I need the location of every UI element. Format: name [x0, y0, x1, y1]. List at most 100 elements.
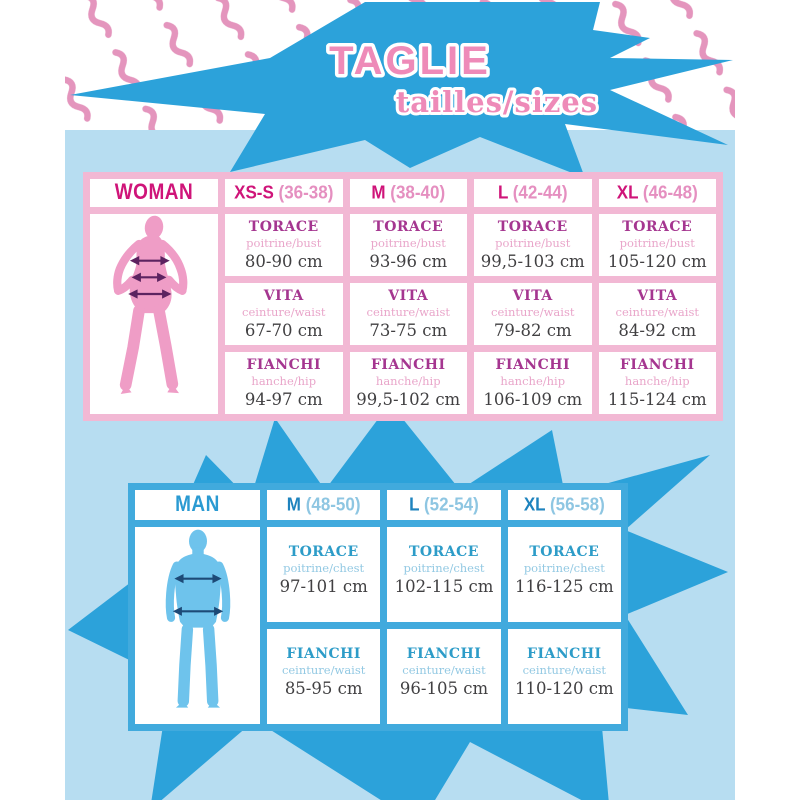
row-sublabel: hanche/hip: [624, 374, 690, 388]
woman-silhouette-icon: [113, 215, 188, 394]
size-range: (38-40): [390, 182, 446, 203]
measurement-value: 80-90 cm: [244, 252, 323, 271]
man-cell-torace-m: TORACE poitrine/chest 97-101 cm: [267, 527, 381, 622]
woman-cell-fianchi-m: FIANCHI hanche/hip 99,5-102 cm: [349, 352, 467, 414]
row-label: FIANCHI: [495, 357, 571, 373]
size-name: XL: [616, 182, 639, 203]
measurement-value: 99,5-102 cm: [356, 390, 461, 409]
measurement-value: 93-96 cm: [369, 252, 448, 271]
size-range: (56-58): [550, 494, 605, 515]
measurement-value: 116-125 cm: [514, 577, 614, 596]
size-name: L: [497, 182, 509, 203]
row-sublabel: ceinture/waist: [366, 305, 450, 319]
man-cell-fianchi-m: FIANCHI ceinture/waist 85-95 cm: [267, 629, 381, 724]
row-sublabel: poitrine/bust: [246, 236, 322, 250]
man-cell-fianchi-l: FIANCHI ceinture/waist 96-105 cm: [387, 629, 501, 724]
measurement-value: 105-120 cm: [607, 252, 707, 271]
woman-cell-vita-xss: VITA ceinture/waist 67-70 cm: [225, 283, 343, 345]
woman-cell-fianchi-l: FIANCHI hanche/hip 106-109 cm: [474, 352, 592, 414]
woman-cell-torace-m: TORACE poitrine/bust 93-96 cm: [349, 214, 467, 276]
man-label: MAN: [175, 492, 220, 517]
measurement-arrows: [172, 573, 223, 616]
woman-cell-vita-xl: VITA ceinture/waist 84-92 cm: [598, 283, 716, 345]
measurement-value: 84-92 cm: [618, 321, 697, 340]
size-name: XL: [523, 494, 546, 515]
woman-cell-vita-l: VITA ceinture/waist 79-82 cm: [474, 283, 592, 345]
measurement-value: 102-115 cm: [394, 577, 494, 596]
row-label: TORACE: [497, 219, 568, 235]
woman-size-header-l: L (42-44): [474, 179, 592, 207]
squiggle-pattern-band: [65, 0, 735, 130]
row-label: FIANCHI: [246, 357, 322, 373]
woman-table-header: WOMAN: [90, 179, 218, 207]
content-area: TAGLIE tailles/sizes WOMAN XS-S (36-38) …: [65, 0, 735, 800]
measurement-value: 97-101 cm: [279, 577, 368, 596]
woman-cell-torace-xss: TORACE poitrine/bust 80-90 cm: [225, 214, 343, 276]
woman-cell-fianchi-xss: FIANCHI hanche/hip 94-97 cm: [225, 352, 343, 414]
measurement-value: 67-70 cm: [244, 321, 323, 340]
row-label: FIANCHI: [619, 357, 695, 373]
measurement-value: 99,5-103 cm: [480, 252, 585, 271]
man-table-header: MAN: [135, 490, 260, 520]
woman-size-header-xss: XS-S (36-38): [225, 179, 343, 207]
man-figure-cell: [135, 527, 260, 724]
row-label: VITA: [637, 288, 678, 304]
row-label: TORACE: [373, 219, 444, 235]
man-size-header-xl: XL (56-58): [507, 490, 621, 520]
row-label: TORACE: [529, 544, 600, 560]
man-size-header-m: M (48-50): [267, 490, 381, 520]
woman-size-header-xl: XL (46-48): [598, 179, 716, 207]
woman-cell-fianchi-xl: FIANCHI hanche/hip 115-124 cm: [598, 352, 716, 414]
woman-label: WOMAN: [114, 180, 194, 205]
man-size-header-l: L (52-54): [387, 490, 501, 520]
size-name: XS-S: [234, 182, 274, 203]
size-range: (52-54): [423, 494, 479, 515]
row-label: TORACE: [622, 219, 693, 235]
size-range: (36-38): [278, 182, 334, 203]
row-label: TORACE: [409, 544, 479, 560]
row-sublabel: hanche/hip: [375, 374, 441, 388]
row-sublabel: poitrine/bust: [619, 236, 695, 250]
measurement-value: 94-97 cm: [244, 390, 323, 409]
measurement-value: 96-105 cm: [399, 679, 489, 698]
row-sublabel: hanche/hip: [251, 374, 317, 388]
size-range: (48-50): [305, 494, 361, 515]
woman-cell-torace-xl: TORACE poitrine/bust 105-120 cm: [598, 214, 716, 276]
measurement-value: 106-109 cm: [483, 390, 583, 409]
row-sublabel: ceinture/waist: [522, 663, 607, 677]
measurement-value: 115-124 cm: [607, 390, 707, 409]
man-silhouette-icon: [165, 529, 230, 708]
row-sublabel: ceinture/waist: [281, 663, 366, 677]
row-sublabel: ceinture/waist: [402, 663, 486, 677]
row-label: FIANCHI: [406, 646, 482, 662]
measurement-value: 85-95 cm: [284, 679, 363, 698]
row-sublabel: hanche/hip: [500, 374, 566, 388]
row-label: TORACE: [248, 219, 319, 235]
row-sublabel: ceinture/waist: [242, 305, 326, 319]
woman-size-table: WOMAN XS-S (36-38) M (38-40) L (42-44) X…: [83, 172, 723, 421]
size-range: (42-44): [512, 182, 568, 203]
size-name: M: [286, 494, 301, 515]
man-cell-fianchi-xl: FIANCHI ceinture/waist 110-120 cm: [507, 629, 621, 724]
row-sublabel: poitrine/chest: [403, 561, 485, 575]
row-sublabel: ceinture/waist: [615, 305, 699, 319]
row-label: VITA: [512, 288, 553, 304]
measurement-value: 73-75 cm: [369, 321, 448, 340]
measurement-value: 110-120 cm: [514, 679, 614, 698]
woman-cell-torace-l: TORACE poitrine/bust 99,5-103 cm: [474, 214, 592, 276]
woman-cell-vita-m: VITA ceinture/waist 73-75 cm: [349, 283, 467, 345]
size-name: M: [371, 182, 386, 203]
squiggle-pattern: [65, 0, 735, 130]
row-sublabel: poitrine/bust: [495, 236, 571, 250]
man-size-table: MAN M (48-50) L (52-54) XL (56-58): [128, 483, 628, 731]
row-label: TORACE: [288, 544, 359, 560]
measurement-value: 79-82 cm: [493, 321, 572, 340]
row-sublabel: poitrine/chest: [523, 561, 605, 575]
row-sublabel: poitrine/bust: [370, 236, 446, 250]
measurement-arrows: [128, 255, 172, 299]
man-cell-torace-l: TORACE poitrine/chest 102-115 cm: [387, 527, 501, 622]
row-sublabel: ceinture/waist: [491, 305, 575, 319]
man-cell-torace-xl: TORACE poitrine/chest 116-125 cm: [507, 527, 621, 622]
row-sublabel: poitrine/chest: [283, 561, 365, 575]
size-name: L: [409, 494, 420, 515]
